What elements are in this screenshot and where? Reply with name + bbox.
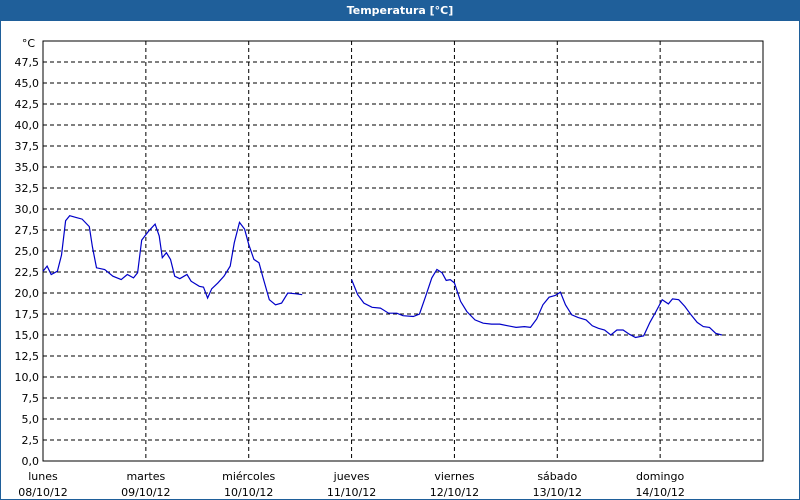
x-tick-labels: lunes 08/10/12 martes 09/10/12 miércoles 10/1… [18, 470, 685, 499]
y-tick-label: 22,5 [15, 266, 40, 279]
y-tick-label: 27,5 [15, 224, 40, 237]
x-tick-day-label: domingo [636, 470, 684, 483]
x-tick-day-label: viernes [434, 470, 474, 483]
y-tick-label: 25,0 [15, 245, 40, 258]
series [42, 215, 723, 339]
x-tick-day-label: lunes [28, 470, 58, 483]
y-tick-label: 12,5 [15, 350, 40, 363]
x-tick-date-label: 14/10/12 [635, 486, 684, 499]
y-tick-label: 47,5 [15, 56, 40, 69]
y-tick-label: 42,5 [15, 98, 40, 111]
y-tick-label: 20,0 [15, 287, 40, 300]
temperature-line [351, 268, 723, 339]
x-tick-date-label: 11/10/12 [327, 486, 376, 499]
y-tick-label: 2,5 [22, 434, 40, 447]
y-tick-label: 45,0 [15, 77, 40, 90]
y-tick-label: 32,5 [15, 182, 40, 195]
x-tick-day-label: martes [126, 470, 165, 483]
y-tick-label: 35,0 [15, 161, 40, 174]
x-tick-date-label: 09/10/12 [121, 486, 170, 499]
temperature-line [42, 215, 303, 306]
x-tick-date-label: 08/10/12 [18, 486, 67, 499]
axes [42, 40, 764, 462]
x-tick-date-label: 13/10/12 [533, 486, 582, 499]
plot-frame [42, 40, 764, 462]
y-unit-label: °C [22, 37, 36, 50]
y-tick-label: 40,0 [15, 119, 40, 132]
y-tick-label: 7,5 [22, 392, 40, 405]
y-tick-label: 30,0 [15, 203, 40, 216]
x-tick-day-label: sábado [537, 470, 577, 483]
temperature-chart: 0,0 2,5 5,0 7,5 10,0 12,5 15,0 17,5 20,0 22,5 25,0… [15, 37, 764, 499]
x-tick-day-label: jueves [333, 470, 370, 483]
y-tick-label: 37,5 [15, 140, 40, 153]
y-tick-label: 0,0 [22, 455, 40, 468]
x-tick-date-label: 12/10/12 [430, 486, 479, 499]
y-tick-label: 15,0 [15, 329, 40, 342]
y-tick-label: 5,0 [22, 413, 40, 426]
y-tick-label: 10,0 [15, 371, 40, 384]
y-tick-labels: 0,0 2,5 5,0 7,5 10,0 12,5 15,0 17,5 20,0 22,5 25,0… [15, 37, 40, 468]
window-title: Temperatura [°C] [1, 1, 799, 21]
x-tick-date-label: 10/10/12 [224, 486, 273, 499]
x-tick-day-label: miércoles [222, 470, 275, 483]
y-tick-label: 17,5 [15, 308, 40, 321]
grid-lines [43, 41, 763, 461]
